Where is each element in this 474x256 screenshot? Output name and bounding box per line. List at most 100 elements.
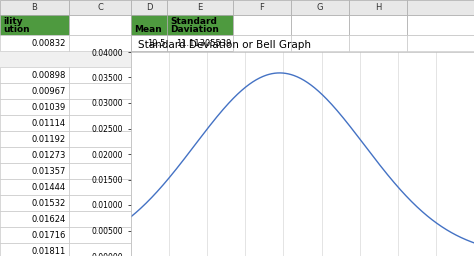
Bar xyxy=(69,35,131,51)
Text: 0.01114: 0.01114 xyxy=(32,119,66,127)
Bar xyxy=(349,179,407,195)
Bar xyxy=(233,83,291,99)
Bar xyxy=(349,211,407,227)
Text: 0.01357: 0.01357 xyxy=(32,166,66,176)
Bar xyxy=(167,179,233,195)
Bar xyxy=(349,147,407,163)
Text: 0.01039: 0.01039 xyxy=(32,102,66,112)
Text: 0.00967: 0.00967 xyxy=(32,87,66,95)
Bar xyxy=(291,15,349,35)
Text: 0.01624: 0.01624 xyxy=(32,215,66,223)
Bar xyxy=(0,163,69,179)
Bar xyxy=(407,67,474,83)
Bar xyxy=(291,131,349,147)
Bar xyxy=(233,163,291,179)
Text: B: B xyxy=(32,3,37,12)
Bar xyxy=(167,35,233,51)
Bar xyxy=(131,147,167,163)
Bar xyxy=(233,179,291,195)
Bar xyxy=(167,67,233,83)
Bar xyxy=(131,227,167,243)
Text: Standard: Standard xyxy=(170,16,217,26)
Bar xyxy=(291,115,349,131)
Bar xyxy=(69,15,131,35)
Bar xyxy=(291,195,349,211)
Bar xyxy=(69,179,131,195)
Bar xyxy=(291,227,349,243)
Bar xyxy=(167,227,233,243)
Bar xyxy=(349,227,407,243)
Bar xyxy=(291,163,349,179)
Bar xyxy=(407,243,474,256)
Bar xyxy=(69,211,131,227)
Bar xyxy=(0,227,69,243)
Bar xyxy=(131,99,167,115)
Bar xyxy=(233,195,291,211)
Text: H: H xyxy=(375,3,381,12)
Bar xyxy=(0,115,69,131)
Bar xyxy=(167,115,233,131)
Bar xyxy=(0,35,69,51)
Bar xyxy=(69,243,131,256)
Text: Daviation: Daviation xyxy=(170,26,219,35)
Bar xyxy=(291,179,349,195)
Bar xyxy=(131,163,167,179)
Text: D: D xyxy=(146,3,152,12)
Bar xyxy=(69,83,131,99)
Text: Mean: Mean xyxy=(134,25,162,34)
Bar xyxy=(131,195,167,211)
Bar xyxy=(69,0,131,15)
Text: 0.00832: 0.00832 xyxy=(32,38,66,48)
Bar xyxy=(291,67,349,83)
Bar xyxy=(0,131,69,147)
Bar xyxy=(407,99,474,115)
Bar xyxy=(167,15,233,35)
Bar xyxy=(349,83,407,99)
Bar xyxy=(233,67,291,83)
Bar xyxy=(407,0,474,15)
Bar xyxy=(349,131,407,147)
Bar xyxy=(291,147,349,163)
Bar xyxy=(349,15,407,35)
Bar xyxy=(0,83,69,99)
Bar xyxy=(291,0,349,15)
Bar xyxy=(233,99,291,115)
Bar xyxy=(349,243,407,256)
Bar xyxy=(131,0,167,15)
Bar xyxy=(131,15,167,35)
Bar xyxy=(0,99,69,115)
Bar xyxy=(349,99,407,115)
Text: 19.5: 19.5 xyxy=(146,38,165,48)
Bar xyxy=(407,35,474,51)
Text: 0.01532: 0.01532 xyxy=(32,198,66,208)
Bar xyxy=(167,83,233,99)
Bar xyxy=(291,211,349,227)
Bar xyxy=(167,147,233,163)
Bar xyxy=(291,243,349,256)
Bar xyxy=(233,227,291,243)
Bar xyxy=(0,243,69,256)
Bar xyxy=(69,131,131,147)
Bar xyxy=(291,83,349,99)
Bar xyxy=(131,243,167,256)
Text: 0.01273: 0.01273 xyxy=(32,151,66,159)
Bar xyxy=(407,115,474,131)
Bar xyxy=(407,131,474,147)
Bar xyxy=(69,195,131,211)
Bar xyxy=(131,131,167,147)
Bar xyxy=(407,163,474,179)
Bar xyxy=(349,195,407,211)
Bar xyxy=(131,35,167,51)
Bar xyxy=(233,147,291,163)
Text: 0.00898: 0.00898 xyxy=(32,70,66,80)
Bar xyxy=(233,243,291,256)
Text: E: E xyxy=(197,3,202,12)
Bar xyxy=(349,115,407,131)
Bar xyxy=(0,0,69,15)
Bar xyxy=(407,227,474,243)
Bar xyxy=(349,163,407,179)
Bar xyxy=(69,99,131,115)
Bar xyxy=(291,99,349,115)
Bar xyxy=(407,179,474,195)
Bar xyxy=(167,0,233,15)
